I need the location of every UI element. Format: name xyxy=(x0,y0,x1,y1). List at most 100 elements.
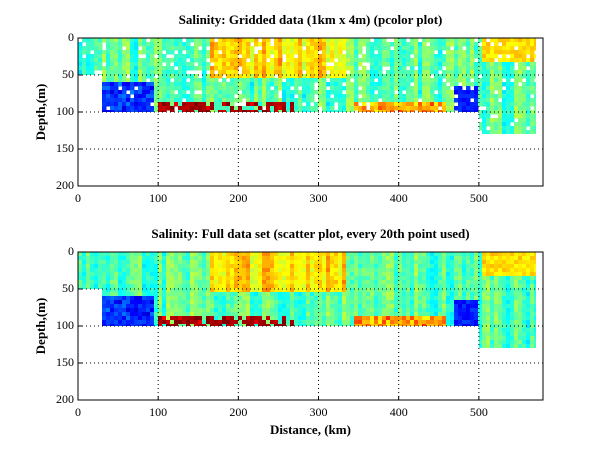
cell xyxy=(382,312,387,317)
cell xyxy=(122,316,127,321)
cell xyxy=(466,276,471,281)
cell xyxy=(206,280,211,285)
cell xyxy=(306,284,311,289)
cell xyxy=(402,102,407,107)
cell xyxy=(346,284,351,289)
cell xyxy=(486,106,491,111)
cell xyxy=(458,344,463,348)
cell xyxy=(162,82,167,87)
cell xyxy=(138,78,143,83)
cell xyxy=(194,256,199,261)
cell xyxy=(238,106,243,111)
cell xyxy=(330,328,335,333)
cell xyxy=(418,58,423,63)
cell xyxy=(330,268,335,273)
cell xyxy=(334,288,339,293)
cell xyxy=(282,284,287,289)
cell xyxy=(266,46,271,51)
cell xyxy=(362,42,367,47)
cell xyxy=(474,288,479,293)
cell xyxy=(486,256,491,261)
cell xyxy=(410,308,415,313)
cell xyxy=(194,82,199,87)
cell xyxy=(246,260,251,265)
cell xyxy=(326,264,331,269)
cell xyxy=(122,70,127,75)
cell xyxy=(174,46,179,51)
cell xyxy=(78,62,83,67)
cell xyxy=(258,90,263,95)
cell xyxy=(238,268,243,273)
cell xyxy=(346,312,351,317)
cell xyxy=(182,280,187,285)
cell xyxy=(458,122,463,127)
cell xyxy=(430,256,435,261)
cell xyxy=(458,304,463,309)
cell xyxy=(86,300,91,305)
cell xyxy=(158,54,163,59)
cell xyxy=(98,296,103,301)
cell xyxy=(434,46,439,51)
cell xyxy=(354,106,359,111)
cell xyxy=(498,114,503,119)
cell xyxy=(370,264,375,269)
cell xyxy=(130,70,135,75)
cell xyxy=(302,130,307,134)
cell xyxy=(78,90,83,95)
cell xyxy=(418,118,423,123)
cell xyxy=(454,300,459,305)
cell xyxy=(478,276,483,281)
cell xyxy=(414,252,419,257)
cell xyxy=(78,332,83,337)
cell xyxy=(278,264,283,269)
cell xyxy=(246,316,251,321)
cell xyxy=(178,114,183,119)
cell xyxy=(206,272,211,277)
cell xyxy=(442,300,447,305)
cell xyxy=(470,106,475,111)
cell xyxy=(366,316,371,321)
cell xyxy=(498,94,503,99)
cell xyxy=(450,264,455,269)
cell xyxy=(154,308,159,313)
cell xyxy=(310,74,315,79)
cell xyxy=(246,86,251,91)
cell xyxy=(114,58,119,63)
cell xyxy=(370,280,375,285)
cell xyxy=(86,50,91,55)
cell xyxy=(182,106,187,111)
cell xyxy=(318,308,323,313)
cell xyxy=(426,70,431,75)
cell xyxy=(210,252,215,257)
cell xyxy=(374,118,379,123)
cell xyxy=(458,94,463,99)
cell xyxy=(102,90,107,95)
cell xyxy=(78,42,83,47)
cell xyxy=(294,98,299,103)
cell xyxy=(146,54,151,59)
cell xyxy=(526,42,531,47)
cell xyxy=(426,38,431,43)
cell xyxy=(274,94,279,99)
cell xyxy=(310,62,315,67)
cell xyxy=(150,130,155,134)
cell xyxy=(166,276,171,281)
cell xyxy=(158,344,163,348)
cell xyxy=(410,280,415,285)
cell xyxy=(278,320,283,325)
cell xyxy=(318,54,323,59)
cell xyxy=(242,272,247,277)
cell xyxy=(234,264,239,269)
cell xyxy=(166,70,171,75)
cell xyxy=(414,308,419,313)
cell xyxy=(310,292,315,297)
cell xyxy=(506,50,511,55)
cell xyxy=(442,332,447,337)
cell xyxy=(134,268,139,273)
cell xyxy=(346,260,351,265)
cell xyxy=(194,264,199,269)
cell xyxy=(430,300,435,305)
cell xyxy=(370,284,375,289)
cell xyxy=(146,284,151,289)
cell xyxy=(394,316,399,321)
